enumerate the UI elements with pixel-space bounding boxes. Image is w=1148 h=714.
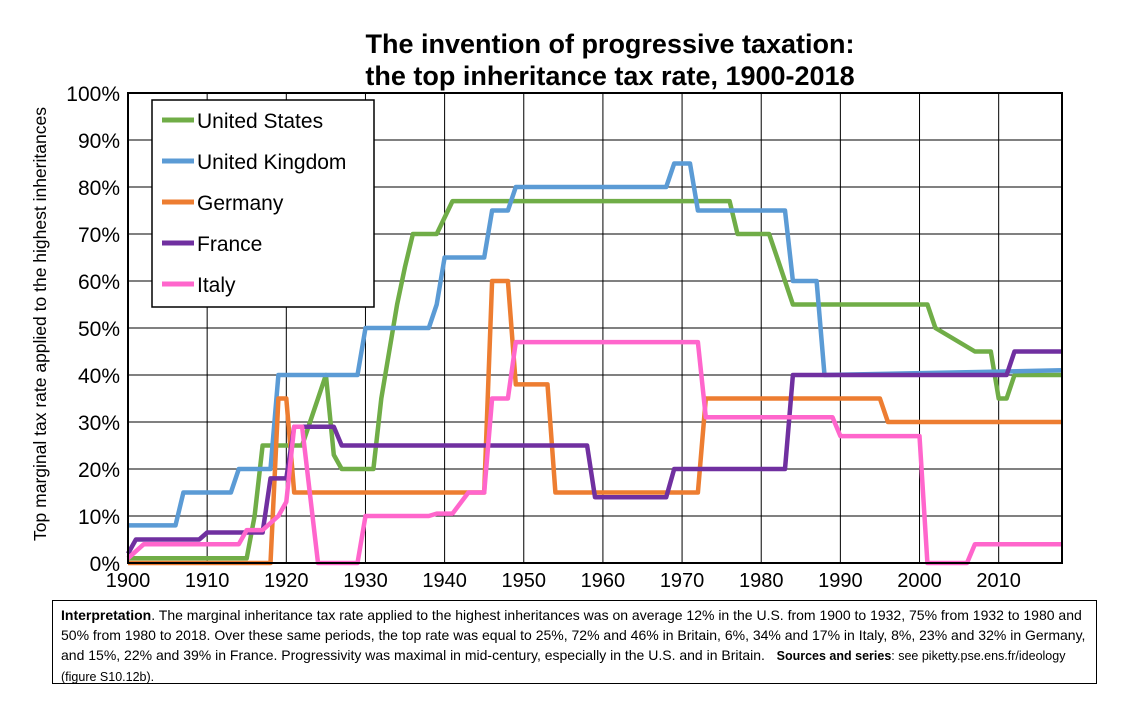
series-line-france [126,349,1062,555]
sources-label: Sources and series [776,649,892,663]
x-tick-label: 1910 [185,570,230,592]
x-tick-label: 1920 [264,570,309,592]
y-tick-label: 40% [78,365,120,388]
y-tick-label: 60% [78,271,120,294]
interpretation-note: Interpretation. The marginal inheritance… [52,600,1097,684]
y-tick-label: 90% [78,130,120,153]
y-tick-label: 100% [66,83,120,106]
plot-border [127,92,1063,564]
x-tick-label: 2000 [897,570,942,592]
y-tick-label: 50% [78,318,120,341]
line-chart: 0% 10% 20% 30% 40% 50% 60% 70% 80% 90% 100% 1900 191… [30,83,1063,592]
legend-label: Italy [197,274,236,297]
x-tick-label: 1970 [660,570,705,592]
x-tick-label: 1930 [343,570,388,592]
legend-label: United Kingdom [197,151,346,174]
y-tick-label: 80% [78,177,120,200]
series-line-italy [126,339,1062,566]
y-axis-label: Top marginal tax rate applied to the hig… [30,107,50,541]
chart-subtitle: the top inheritance tax rate, 1900-2018 [365,61,855,91]
y-tick-label: 0% [90,553,120,576]
sources-text: : see piketty.pse.ens.fr/ideology (figur… [61,649,1066,684]
x-tick-label: 1940 [422,570,467,592]
series-line-united-kingdom [128,161,1063,528]
chart-title: The invention of progressive taxation: [365,29,855,59]
series-line-united-states [128,198,1062,561]
y-tick-label: 70% [78,224,120,247]
y-tick-label: 30% [78,412,120,435]
x-tick-label: 1980 [739,570,784,592]
x-tick-label: 2010 [976,570,1021,592]
x-tick-label: 1960 [581,570,626,592]
x-tick-label: 1900 [106,570,151,592]
y-tick-label: 20% [78,459,120,482]
legend-label: Germany [197,192,284,215]
legend-label: United States [197,110,323,133]
y-tick-label: 10% [78,506,120,529]
legend-label: France [197,233,262,256]
note-text: . The marginal inheritance tax rate appl… [61,607,1086,663]
note-label: Interpretation [61,607,152,623]
x-tick-label: 1990 [818,570,863,592]
x-tick-label: 1950 [502,570,547,592]
